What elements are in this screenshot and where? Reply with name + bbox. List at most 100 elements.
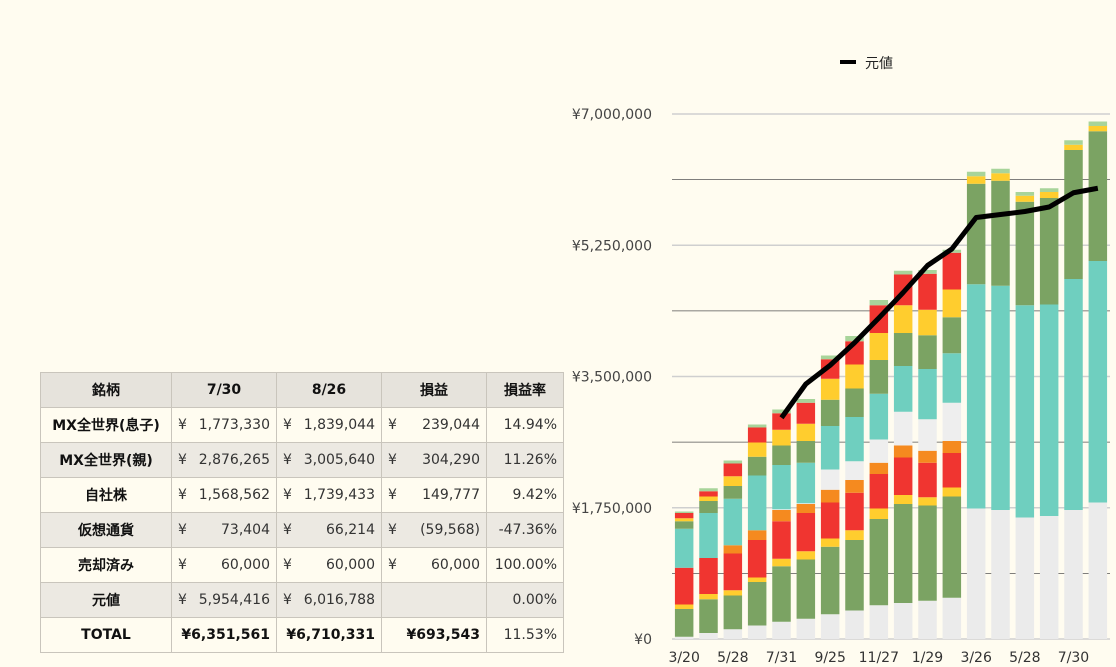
bar-segment [772,509,791,510]
bar-segment [845,336,864,342]
bar-segment [1039,516,1059,639]
bar-segment [893,457,913,495]
bar-segment [966,183,986,285]
amount: 2,876,265 [198,452,270,468]
table-body: MX全世界(息子) ¥1,773,330 ¥1,839,044 ¥239,044 14.… [40,407,564,653]
bar-segment [1088,502,1108,639]
bar-segment [772,429,791,446]
bar-segment [869,605,889,639]
bar-segment [845,610,864,639]
bar-segment [674,521,694,529]
currency-symbol: ¥ [283,522,292,538]
bar-segment [966,508,986,639]
bar-segment [1015,305,1035,518]
chart-legend: 元値 [840,56,893,72]
bar-segment [918,497,937,506]
bar-segment [796,513,816,552]
bar-segment [942,496,962,598]
bar-segment [1039,192,1059,198]
bar-segment [869,300,889,306]
bar-segment [942,453,962,488]
bar-segment [869,360,889,394]
y-tick-label: ¥1,750,000 [572,501,652,517]
bar-segment [869,474,889,509]
bar-segment [820,426,840,470]
bar-segment [820,399,840,426]
holding-name: MX全世界(息子) [40,407,172,443]
bar-segment [893,445,913,458]
bar-segment [918,450,937,463]
currency-symbol: ¥ [388,417,397,433]
currency-symbol: ¥ [178,522,187,538]
y-tick-label: ¥0 [634,632,652,648]
bar-segment [820,546,840,615]
bar-segment [674,528,694,568]
value-date-2: ¥3,005,640 [276,442,382,478]
currency-symbol: ¥ [283,592,292,608]
value-date-2: ¥6,016,788 [276,582,382,618]
value-date-1: ¥5,954,416 [171,582,277,618]
bar-segment [991,285,1010,510]
bar-segment [772,510,791,522]
bar-segment [796,399,816,403]
total-rate: 11.53% [486,617,564,653]
bar-segment [1088,131,1108,261]
currency-symbol: ¥ [283,557,292,573]
bar-segment [796,551,816,560]
bar-segment [723,486,743,499]
bar-segment [674,567,694,605]
bar-segment [942,289,962,318]
table-row: 仮想通貨 ¥73,404 ¥66,214 ¥ (59,568) -47.36% [40,512,564,548]
legend-swatch-line [840,60,856,64]
bar-segment [674,636,694,639]
bar-segment [942,597,962,639]
bar-segment [845,364,864,389]
bar-segment [1015,517,1035,639]
bar-segment [845,417,864,462]
bar-segment [991,180,1010,286]
bar-segment [893,270,913,275]
amount: 60,000 [431,557,480,573]
bar-segment [796,504,816,513]
bar-segment [1064,150,1083,279]
bar-segment [1064,140,1083,145]
x-tick-label: 3/26 [960,650,992,666]
bar-segment [796,441,816,463]
amount: 239,044 [422,417,480,433]
value-date-2: ¥1,839,044 [276,407,382,443]
bar-segment [674,511,694,513]
bar-segment [796,559,816,619]
bar-segment [772,521,791,559]
bar-segment [820,614,840,639]
total-label: TOTAL [40,617,172,653]
bar-segment [942,402,962,441]
x-tick-label: 11/27 [859,650,899,666]
bar-segment [966,284,986,509]
bar-segment [1088,261,1108,503]
bar-segment [918,335,937,369]
bar-segment [796,618,816,639]
profit-rate: 11.26% [486,442,564,478]
bar-segment [747,577,767,582]
bar-segment [893,333,913,366]
bar-segment [674,513,694,519]
total-v1: ¥6,351,561 [171,617,277,653]
currency-symbol: ¥ [178,417,187,433]
value-date-1: ¥1,568,562 [171,477,277,513]
amount: 60,000 [326,557,375,573]
bar-segment [1039,188,1059,192]
bar-segment [699,558,718,594]
chart-bars [674,121,1108,639]
bar-segment [796,402,816,424]
bar-segment [918,273,937,310]
amount: (59,568) [420,522,480,538]
bar-segment [747,475,767,531]
bar-segment [820,502,840,539]
bar-segment [1015,192,1035,196]
y-tick-label: ¥7,000,000 [572,107,652,123]
bar-segment [723,629,743,639]
currency-symbol: ¥ [178,557,187,573]
amount: 3,005,640 [303,452,375,468]
profit-loss: ¥239,044 [381,407,487,443]
value-date-1: ¥2,876,265 [171,442,277,478]
